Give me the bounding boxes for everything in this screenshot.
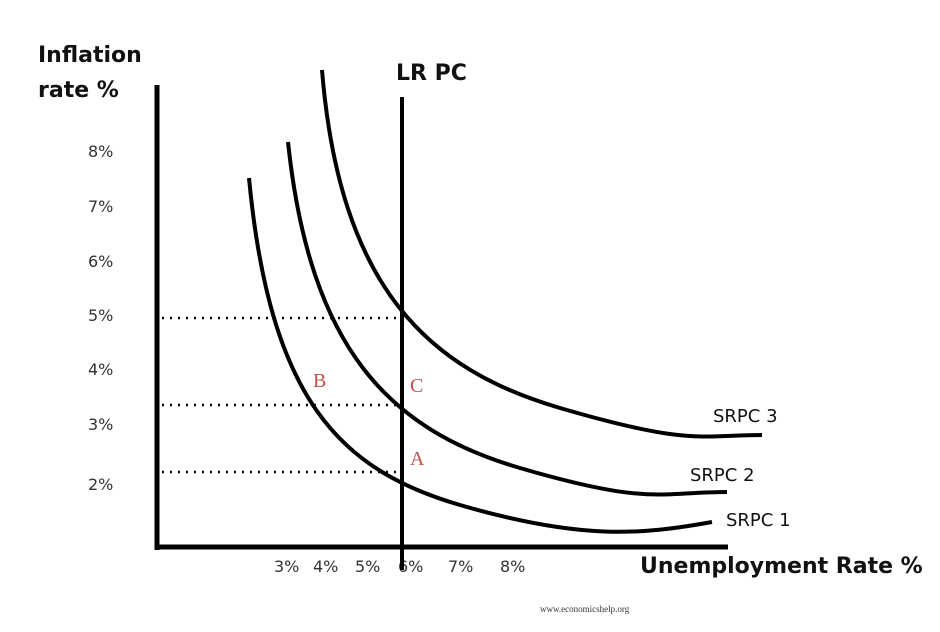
x-tick-label: 7% [448, 557, 473, 576]
y-tick-label: 2% [88, 475, 113, 494]
srpc-2-label: SRPC 2 [690, 465, 755, 486]
x-tick-label: 6% [398, 557, 423, 576]
y-tick-label: 7% [88, 197, 113, 216]
y-axis-title: Inflation [38, 43, 142, 68]
srpc-3-curve [320, 69, 763, 439]
y-ticks: 8% 7% 6% 5% 4% 3% 2% [88, 142, 113, 494]
srpc-3-label: SRPC 3 [713, 406, 778, 427]
x-tick-label: 3% [274, 557, 299, 576]
point-label: A [410, 448, 425, 470]
x-tick-label: 8% [500, 557, 525, 576]
srpc-1-label: SRPC 1 [726, 510, 791, 531]
x-ticks: 3% 4% 5% 6% 7% 8% [274, 557, 525, 576]
lrpc-label: LR PC [396, 61, 467, 86]
y-tick-label: 4% [88, 360, 113, 379]
srpc-1-curve [247, 177, 713, 534]
x-axis-title: Unemployment Rate % [640, 554, 923, 579]
y-tick-label: 5% [88, 306, 113, 325]
y-axis-title: rate % [38, 78, 119, 103]
x-tick-label: 5% [355, 557, 380, 576]
srpc-2-curve [286, 141, 728, 497]
point-label: B [313, 370, 326, 392]
y-tick-label: 6% [88, 252, 113, 271]
source: www.economicshelp.org [540, 604, 630, 614]
point-label: C [410, 375, 423, 397]
x-tick-label: 4% [313, 557, 338, 576]
y-tick-label: 3% [88, 415, 113, 434]
y-tick-label: 8% [88, 142, 113, 161]
